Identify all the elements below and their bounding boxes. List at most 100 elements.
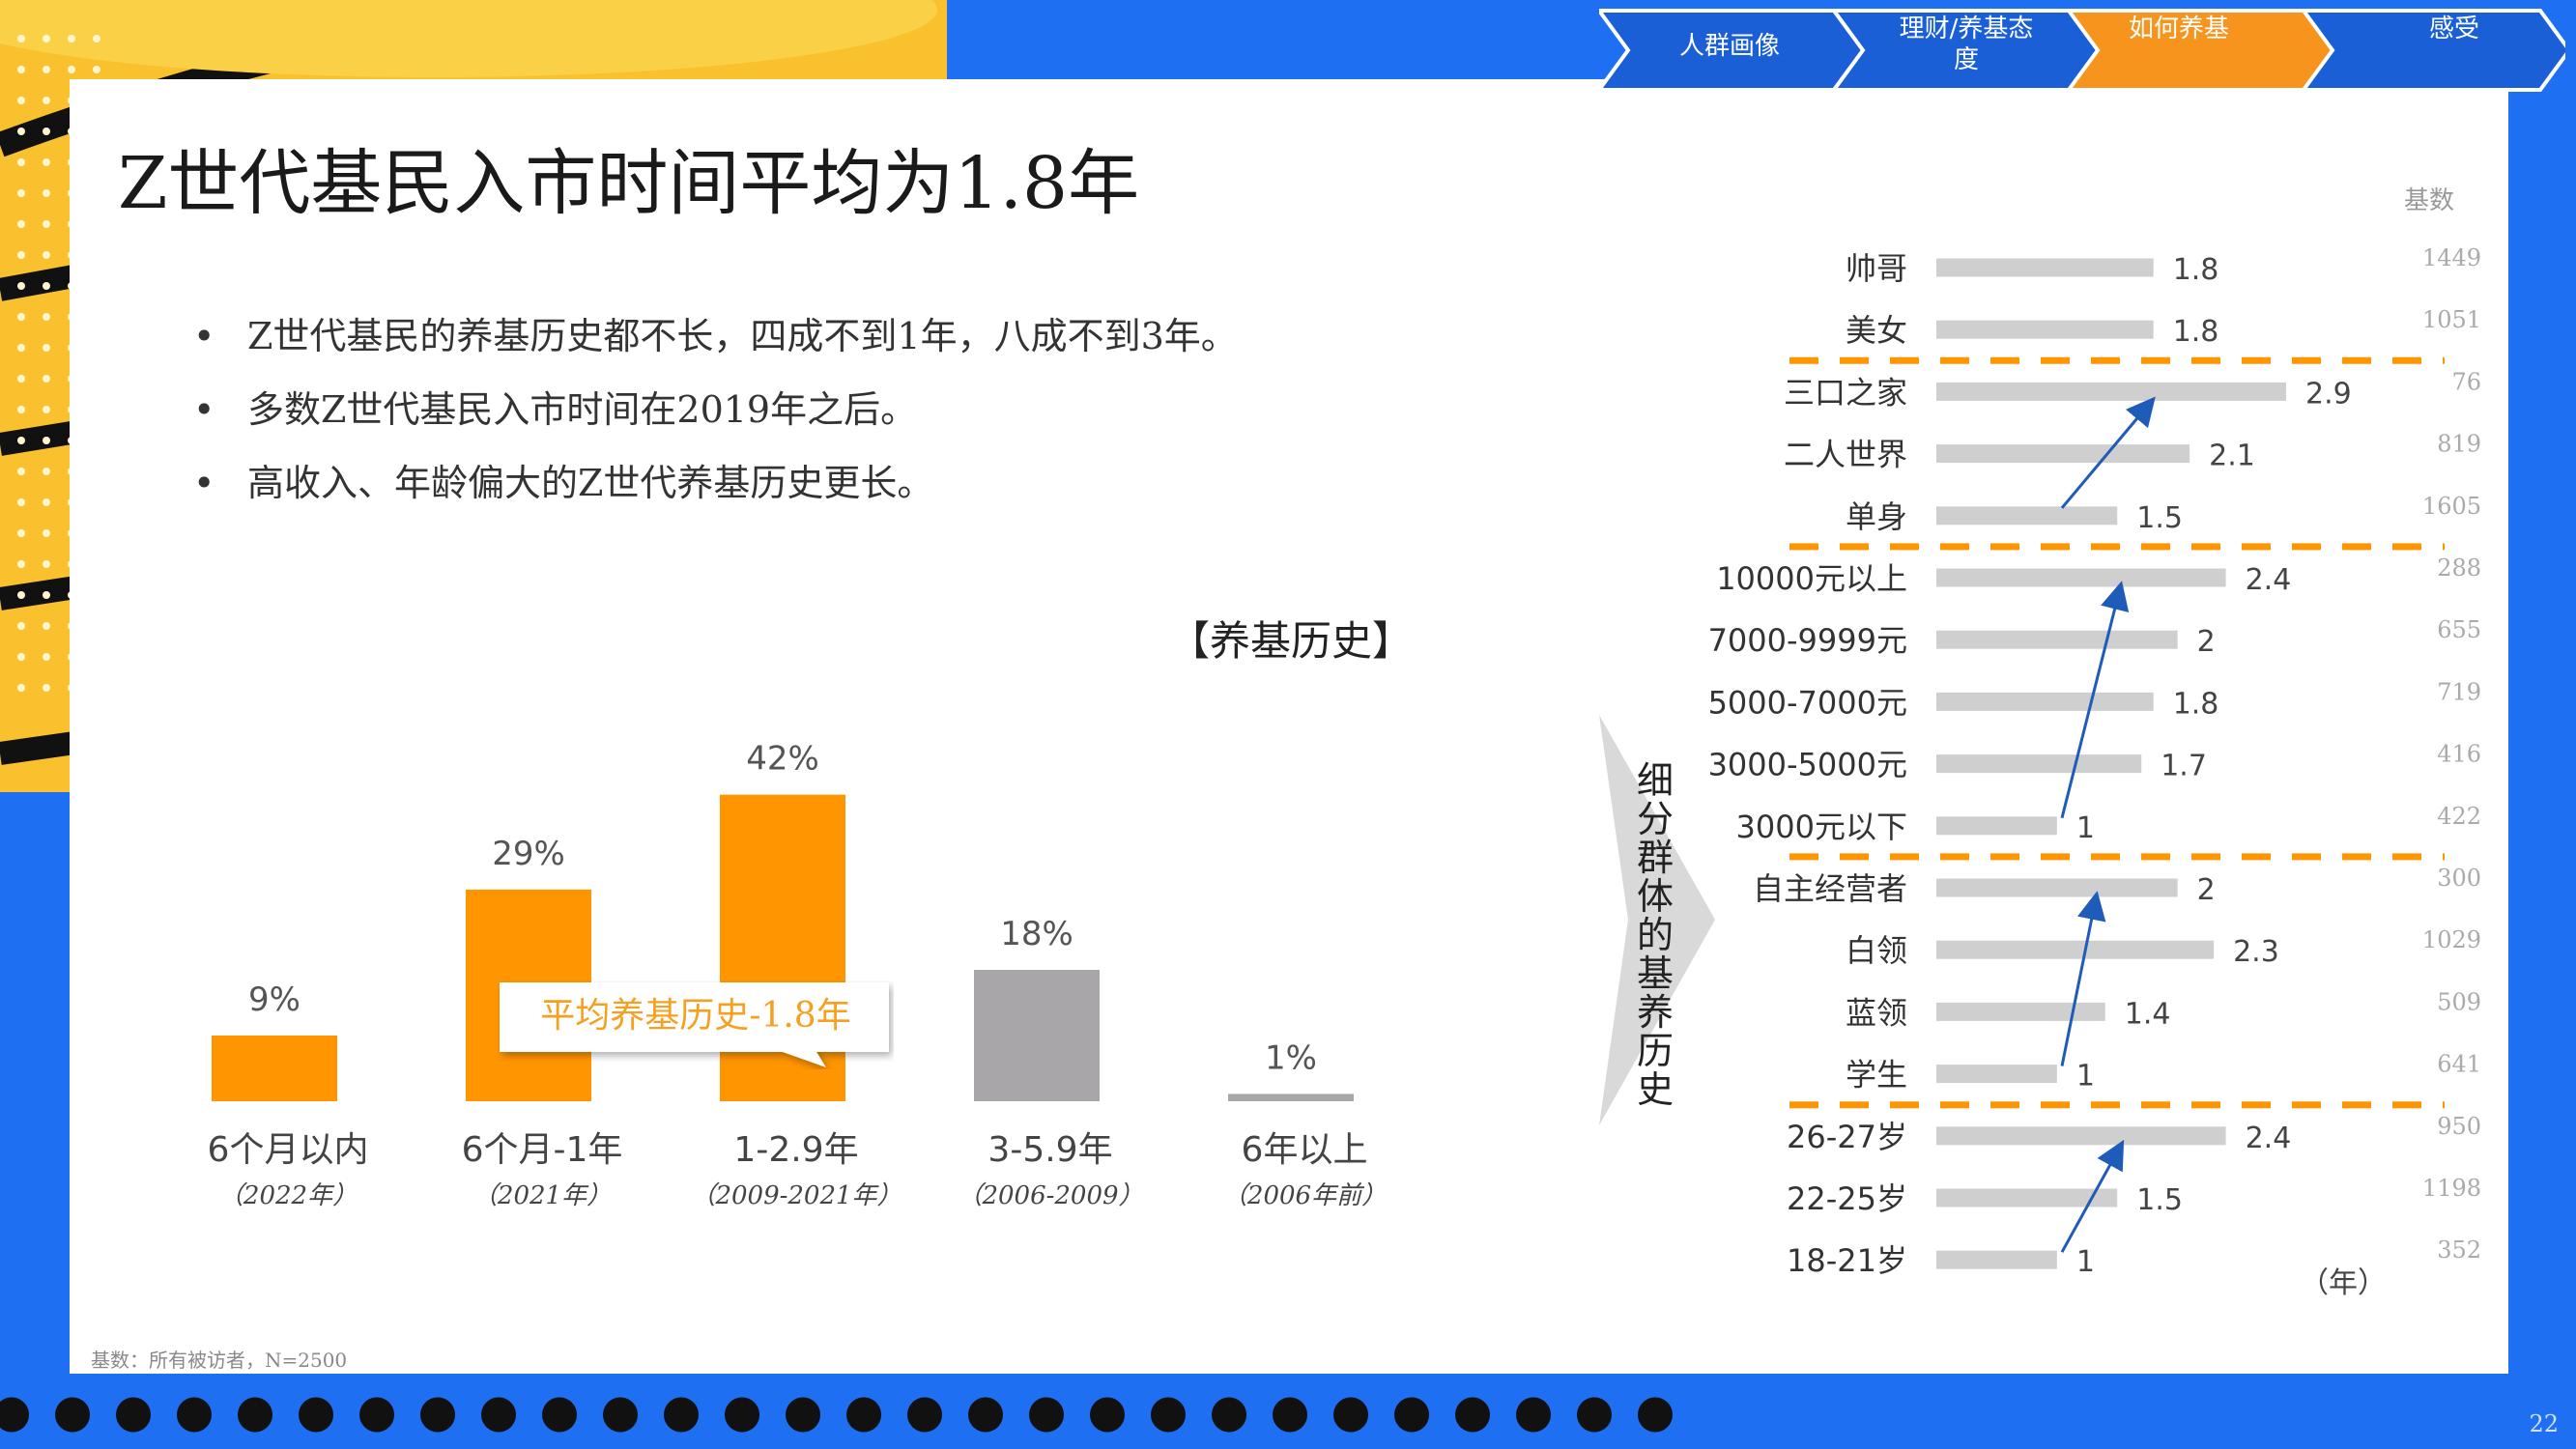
bar <box>1936 754 2142 774</box>
base-value: 1605 <box>2422 493 2481 520</box>
category-label: 自主经营者 <box>1753 870 1907 907</box>
data-label: 42% <box>746 740 819 779</box>
unit-label: （年） <box>2300 1266 2387 1300</box>
category-label: 18-21岁 <box>1787 1242 1907 1279</box>
nav-item-label-how[interactable]: 如何养基 <box>2128 14 2229 43</box>
data-label: 2.4 <box>2246 563 2292 597</box>
bullet-icon: • <box>193 315 215 357</box>
category-label: 3000-5000元 <box>1708 747 1907 783</box>
half-circle-shape <box>177 1397 212 1433</box>
category-label: 白领 <box>1846 932 1907 969</box>
bullet-text: 多数Z世代基民入市时间在2019年之后。 <box>247 388 918 431</box>
category-label: 美女 <box>1846 312 1907 349</box>
data-label: 2.3 <box>2233 935 2279 969</box>
section-navigation[interactable] <box>1599 8 2565 93</box>
half-circle-shape <box>603 1397 638 1433</box>
base-value: 288 <box>2437 554 2481 582</box>
data-label: 2.4 <box>2246 1122 2292 1155</box>
bar <box>1936 1250 2057 1269</box>
segment-vertical-label: 细分群体的基养历史 <box>1636 759 1674 1111</box>
bar <box>1936 692 2154 711</box>
base-value: 1449 <box>2422 244 2481 271</box>
base-value: 1051 <box>2422 306 2481 333</box>
half-circle-shape <box>116 1397 151 1433</box>
data-label: 1.5 <box>2136 501 2183 535</box>
base-value: 352 <box>2437 1236 2481 1264</box>
bullet-icon: • <box>193 388 215 431</box>
history-bar-chart: 9% 6个月以内 （2022年） 29% 6个月-1年 （2021年） 42% 1-2.9年 （… <box>208 740 1388 1210</box>
category-label: 单身 <box>1846 498 1907 535</box>
bullet-item: • 多数Z世代基民入市时间在2019年之后。 <box>193 373 1238 446</box>
bullet-text: 高收入、年龄偏大的Z世代养基历史更长。 <box>247 462 934 504</box>
chart-title: 【养基历史】 <box>1169 617 1414 665</box>
half-circle-shape <box>1212 1397 1246 1433</box>
category-tick-label: 6个月以内 <box>208 1130 369 1170</box>
half-circle-shape <box>907 1397 942 1433</box>
bar <box>1936 878 2178 897</box>
category-label: 10000元以上 <box>1716 560 1907 597</box>
base-value: 819 <box>2437 431 2481 458</box>
base-value: 1029 <box>2422 926 2481 953</box>
footnote: 基数：所有被访者，N=2500 <box>91 1349 348 1372</box>
category-label: 22-25岁 <box>1787 1180 1907 1217</box>
category-label: 蓝领 <box>1846 994 1907 1031</box>
half-circle-shape <box>1516 1397 1551 1433</box>
half-circle-shape <box>1333 1397 1368 1433</box>
half-circle-shape <box>725 1397 759 1433</box>
bar <box>1936 940 2215 959</box>
category-tick-label: 1-2.9年 <box>733 1130 858 1170</box>
base-value: 719 <box>2437 678 2481 705</box>
half-circle-shape <box>55 1397 90 1433</box>
bar <box>1936 568 2226 587</box>
segment-arrow-shape <box>1599 715 1715 1125</box>
base-column-header: 基数 <box>2404 186 2454 215</box>
bullet-list: • Z世代基民的养基历史都不长，四成不到1年，八成不到3年。 • 多数Z世代基民入市… <box>193 299 1238 520</box>
bar <box>212 1036 337 1101</box>
base-value: 509 <box>2437 988 2481 1015</box>
category-label: 3000元以下 <box>1736 809 1907 845</box>
base-value: 300 <box>2437 865 2481 892</box>
bar <box>974 970 1100 1101</box>
nav-chevron-shape[interactable] <box>2300 9 2565 92</box>
nav-item-label-profile[interactable]: 人群画像 <box>1678 32 1780 61</box>
data-label: 1 <box>2076 1060 2095 1094</box>
nav-item-label-attitude[interactable]: 理财/养基态度 <box>1899 14 2034 74</box>
average-callout-box <box>500 982 889 1067</box>
bar <box>1936 258 2154 277</box>
half-circle-shape <box>1151 1397 1186 1433</box>
half-circle-shape <box>786 1397 820 1433</box>
bullet-item: • Z世代基民的养基历史都不长，四成不到1年，八成不到3年。 <box>193 299 1238 373</box>
data-label: 1% <box>1265 1038 1317 1077</box>
category-label: 5000-7000元 <box>1708 684 1907 721</box>
trend-arrow <box>2060 891 2106 1066</box>
half-circle-shape <box>359 1397 394 1433</box>
trend-arrow <box>2060 1139 2125 1253</box>
bullet-text: Z世代基民的养基历史都不长，四成不到1年，八成不到3年。 <box>247 315 1238 357</box>
half-circle-shape <box>1577 1397 1612 1433</box>
decorative-half-circles <box>0 1397 1673 1433</box>
bar <box>1936 1065 2057 1084</box>
data-label: 9% <box>248 980 301 1019</box>
average-callout-label: 平均养基历史-1.8年 <box>540 996 851 1036</box>
half-circle-shape <box>1029 1397 1064 1433</box>
data-label: 1.5 <box>2136 1183 2183 1217</box>
half-circle-shape <box>1090 1397 1125 1433</box>
data-label: 1 <box>2076 1245 2095 1279</box>
data-label: 2.9 <box>2305 377 2352 411</box>
bar <box>1936 1002 2105 1021</box>
bar <box>1936 1188 2118 1208</box>
data-label: 1.8 <box>2173 687 2219 721</box>
base-value: 655 <box>2437 616 2481 643</box>
half-circle-shape <box>299 1397 333 1433</box>
category-label: 帅哥 <box>1846 250 1907 287</box>
nav-item-label-feeling[interactable]: 感受 <box>2428 14 2479 43</box>
bar <box>1936 444 2190 464</box>
category-tick-label: 6年以上 <box>1242 1130 1368 1170</box>
half-circle-shape <box>542 1397 577 1433</box>
half-circle-shape <box>846 1397 881 1433</box>
data-label: 18% <box>1000 915 1073 953</box>
decorative-side-half-circles <box>0 811 58 1372</box>
half-circle-shape <box>0 1397 29 1433</box>
bar <box>1936 382 2286 401</box>
base-value: 416 <box>2437 741 2481 768</box>
